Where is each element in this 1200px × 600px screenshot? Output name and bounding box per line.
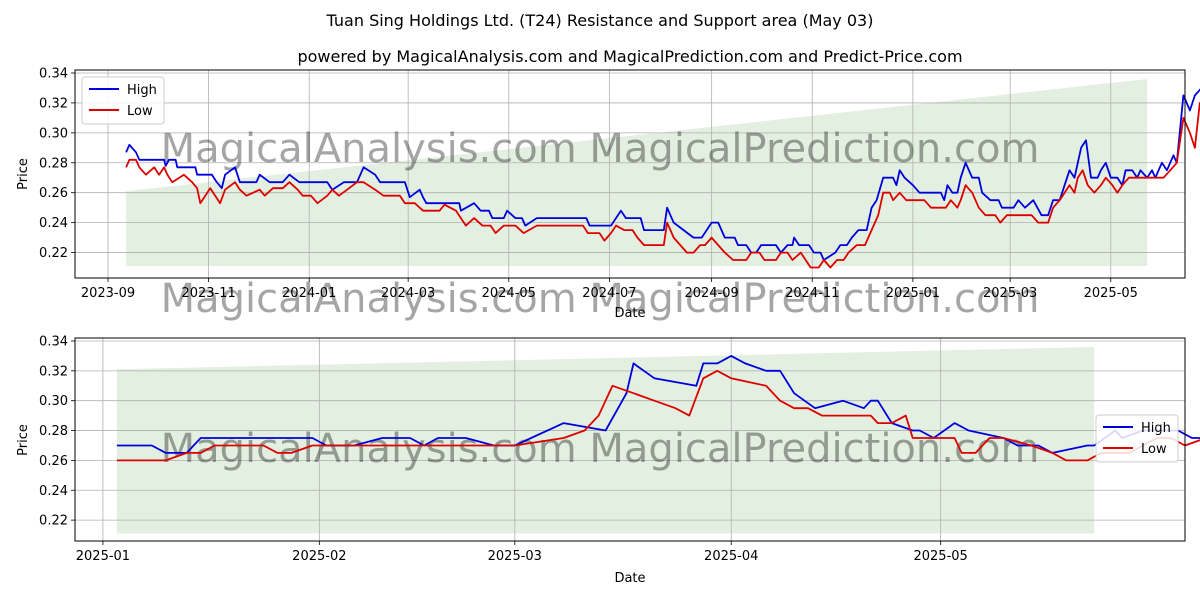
top-y-tick-label: 0.28: [39, 156, 68, 171]
bottom-legend-high-label: High: [1141, 421, 1171, 436]
top-x-tick-label: 2024-03: [381, 286, 435, 301]
top-y-tick-label: 0.32: [39, 96, 68, 111]
bottom-y-tick-label: 0.34: [39, 334, 68, 349]
top-watermark-lower: MagicalAnalysis.com MagicalPrediction.co…: [161, 276, 1040, 322]
bottom-y-tick-label: 0.30: [39, 394, 68, 409]
top-x-tick-label: 2025-01: [886, 286, 940, 301]
top-x-tick-label: 2025-03: [983, 286, 1037, 301]
bottom-y-tick-label: 0.22: [39, 514, 68, 529]
bottom-x-tick-label: 2025-05: [913, 549, 967, 564]
top-chart: powered by MagicalAnalysis.com and Magic…: [16, 47, 1200, 322]
top-y-tick-label: 0.22: [39, 246, 68, 261]
top-y-axis-label: Price: [16, 158, 31, 190]
bottom-y-tick-label: 0.24: [39, 484, 68, 499]
bottom-high-series-line: [116, 355, 1200, 454]
bottom-plot-frame: [74, 337, 1186, 542]
bottom-y-tick-label: 0.32: [39, 364, 68, 379]
bottom-chart: MagicalAnalysis.com MagicalPrediction.co…: [16, 334, 1200, 586]
top-y-tick-label: 0.24: [39, 216, 68, 231]
top-watermark-upper: MagicalAnalysis.com MagicalPrediction.co…: [161, 126, 1040, 172]
top-x-tick-label: 2023-09: [81, 286, 135, 301]
bottom-x-tick-label: 2025-04: [704, 549, 758, 564]
top-x-tick-label: 2024-11: [785, 286, 839, 301]
bottom-watermark: MagicalAnalysis.com MagicalPrediction.co…: [161, 426, 1040, 472]
top-x-axis-label: Date: [614, 306, 645, 321]
figure-title: Tuan Sing Holdings Ltd. (T24) Resistance…: [326, 11, 874, 30]
top-high-series-line: [125, 88, 1200, 261]
bottom-x-axis-label: Date: [614, 571, 645, 586]
bottom-y-tick-label: 0.28: [39, 424, 68, 439]
bottom-support-resistance-band: [116, 347, 1095, 534]
bottom-x-tick-label: 2025-01: [76, 549, 130, 564]
top-plot-frame: [74, 69, 1186, 279]
bottom-low-series-line: [116, 369, 1200, 462]
bottom-x-tick-label: 2025-03: [488, 549, 542, 564]
top-x-tick-label: 2024-07: [582, 286, 636, 301]
top-x-tick-label: 2024-05: [482, 286, 536, 301]
bottom-y-axis-label: Price: [16, 424, 31, 456]
top-x-tick-label: 2025-05: [1084, 286, 1138, 301]
top-legend-low-label: Low: [127, 104, 153, 119]
top-y-tick-label: 0.30: [39, 126, 68, 141]
top-x-tick-label: 2023-11: [181, 286, 235, 301]
top-chart-title: powered by MagicalAnalysis.com and Magic…: [297, 47, 962, 66]
top-y-tick-label: 0.34: [39, 66, 68, 81]
top-legend: High Low: [81, 76, 165, 125]
top-x-tick-label: 2024-01: [282, 286, 336, 301]
bottom-legend: High Low: [1095, 414, 1179, 463]
top-legend-high-label: High: [127, 83, 157, 98]
top-low-series-line: [125, 102, 1200, 269]
top-y-tick-label: 0.26: [39, 186, 68, 201]
bottom-x-tick-label: 2025-02: [292, 549, 346, 564]
top-x-tick-label: 2024-09: [684, 286, 738, 301]
bottom-legend-low-label: Low: [1141, 442, 1167, 457]
top-support-resistance-band: [126, 79, 1148, 266]
bottom-y-tick-label: 0.26: [39, 454, 68, 469]
